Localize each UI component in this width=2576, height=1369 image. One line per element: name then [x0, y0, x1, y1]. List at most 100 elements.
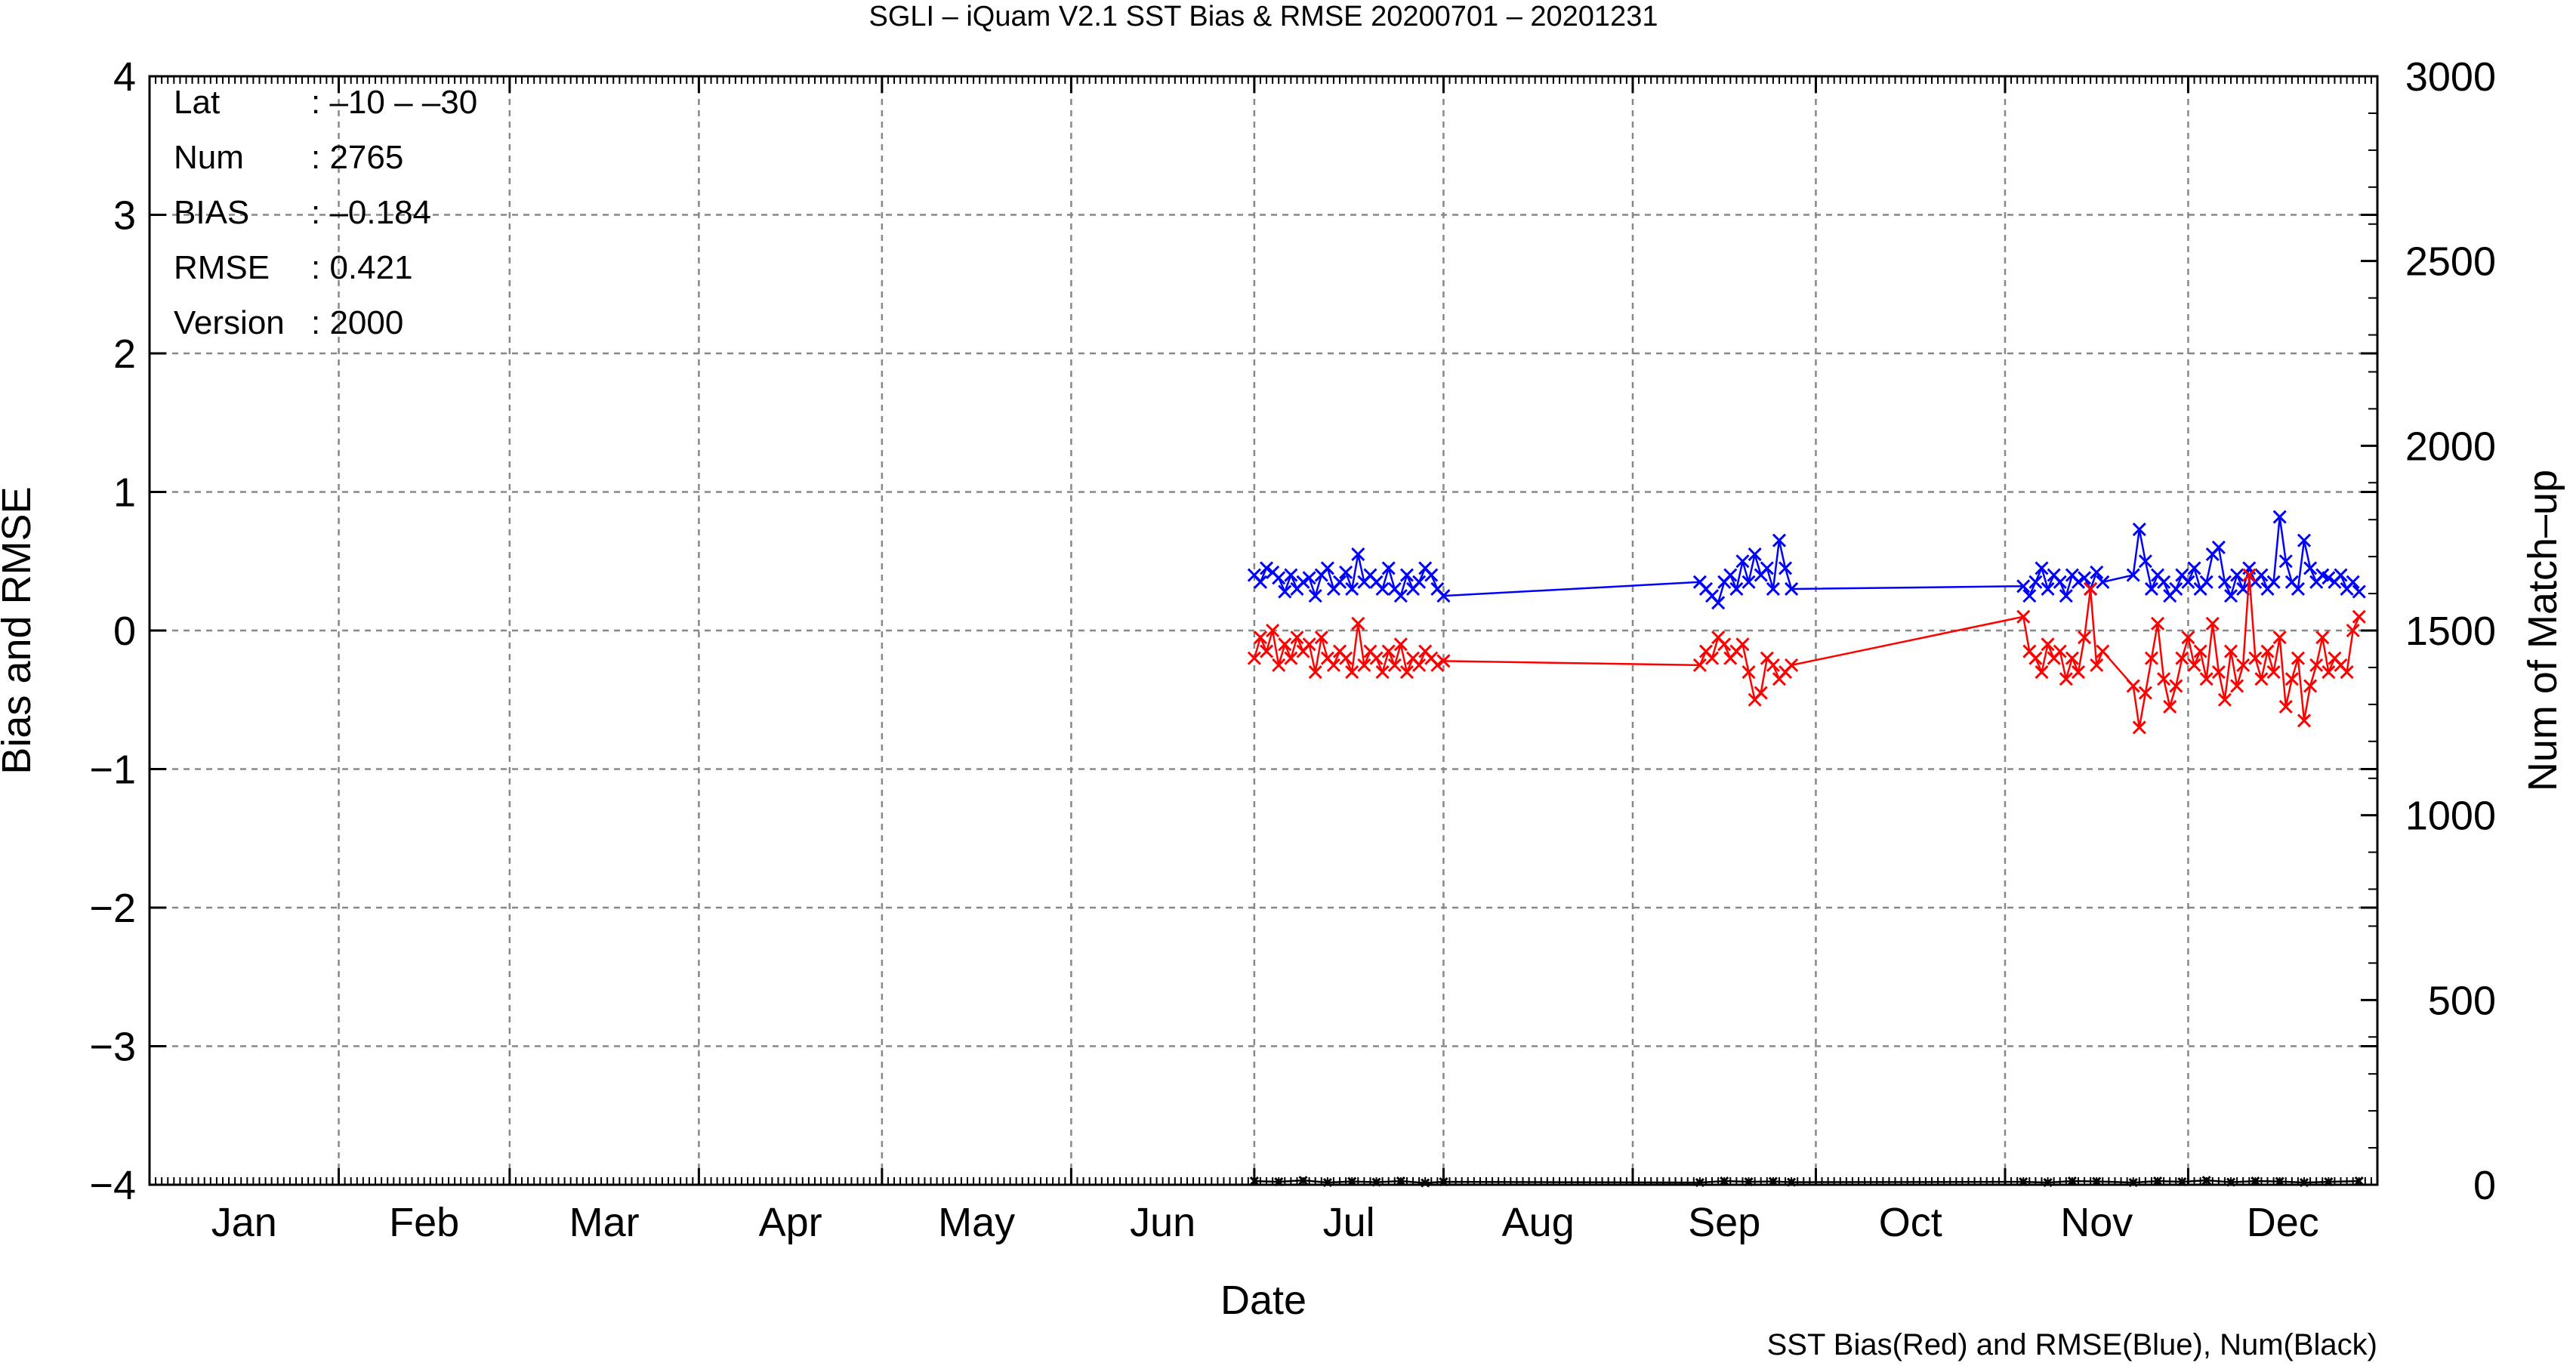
info-value: : 0.421 [311, 249, 413, 286]
data-point-num [2177, 1177, 2187, 1187]
data-point-bias [2041, 637, 2055, 652]
x-tick-label: Feb [389, 1200, 459, 1245]
data-point-bias [2053, 644, 2067, 658]
data-point-num [1371, 1177, 1381, 1187]
data-point-bias [1247, 651, 1261, 665]
y2-tick-label: 1000 [2405, 794, 2496, 839]
data-point-num [2128, 1178, 2138, 1188]
data-point-bias [2223, 644, 2238, 658]
data-point-bias [1272, 658, 1286, 672]
data-point-bias [1717, 637, 1732, 652]
data-point-bias [2340, 664, 2354, 680]
data-point-bias [1436, 654, 1451, 668]
y2-tick-label: 3000 [2405, 54, 2496, 100]
series-line-bias [1253, 575, 2360, 728]
data-point-rmse [2059, 589, 2073, 603]
data-point-num [1347, 1176, 1357, 1186]
x-tick-label: Oct [1879, 1200, 1942, 1245]
data-point-bias [1314, 631, 1328, 645]
data-point-bias [2309, 658, 2324, 672]
info-value: : 2765 [311, 139, 403, 176]
data-point-num [1249, 1176, 1259, 1186]
data-point-bias [2071, 664, 2086, 680]
data-point-num [2251, 1176, 2260, 1186]
data-point-rmse [2041, 581, 2055, 597]
data-point-bias [1259, 644, 1274, 658]
data-point-bias [1369, 651, 1384, 665]
data-point-bias [2169, 679, 2183, 693]
data-point-bias [2059, 672, 2073, 686]
x-tick-label: Jan [211, 1200, 277, 1245]
data-point-bias [2016, 609, 2031, 624]
data-point-bias [2266, 664, 2281, 680]
data-point-bias [1387, 658, 1402, 672]
data-point-bias [2199, 672, 2214, 686]
data-point-num [2275, 1176, 2284, 1186]
data-point-bias [1704, 651, 1720, 665]
series-line-num [1254, 1179, 2359, 1184]
data-point-rmse [1723, 568, 1738, 582]
x-tick-label: Jul [1323, 1200, 1375, 1245]
data-point-rmse [2132, 522, 2146, 537]
data-point-num [2043, 1178, 2053, 1188]
y-tick-label: 0 [113, 609, 136, 654]
x-axis: Jan Feb Mar Apr May Jun Jul Aug Sep Oct Nov Dec [148, 76, 2379, 1245]
data-point-bias [1351, 616, 1365, 631]
data-point-num [2067, 1176, 2077, 1186]
data-point-rmse [1351, 547, 1365, 562]
data-point-bias [1735, 637, 1750, 652]
x-tick-label: Jun [1130, 1200, 1195, 1245]
data-point-rmse [2035, 561, 2049, 575]
data-point-bias [1302, 637, 1316, 652]
data-point-bias [2144, 651, 2159, 665]
data-point-bias [2248, 651, 2263, 665]
data-point-bias [1393, 637, 1408, 652]
data-point-bias [2346, 623, 2360, 638]
data-point-bias [2163, 699, 2177, 714]
data-point-num [1274, 1177, 1284, 1187]
data-point-rmse [2169, 581, 2183, 597]
data-point-bias [1345, 664, 1359, 680]
data-point-rmse [2126, 568, 2140, 582]
data-point-rmse [2181, 575, 2195, 589]
data-point-rmse [1278, 584, 1292, 599]
data-point-bias [2084, 581, 2098, 597]
data-point-bias [2284, 672, 2299, 686]
data-point-rmse [1272, 571, 1286, 585]
data-point-rmse [1253, 575, 1268, 589]
data-point-bias [1692, 658, 1707, 672]
data-point-bias [2096, 644, 2110, 658]
series-layer [1247, 510, 2366, 1188]
data-point-rmse [1760, 561, 1774, 575]
data-point-bias [2193, 644, 2207, 658]
x-tick-label: Nov [2060, 1200, 2133, 1245]
data-point-bias [1284, 651, 1298, 665]
y2-tick-label: 2500 [2405, 239, 2496, 285]
data-point-bias [2211, 664, 2226, 680]
data-point-num [1744, 1177, 1754, 1187]
data-point-rmse [1375, 581, 1390, 597]
data-point-rmse [2187, 561, 2201, 575]
x-tick-label: Sep [1688, 1200, 1760, 1245]
y-tick-label: 3 [113, 193, 136, 239]
x-tick-label: Apr [759, 1200, 822, 1245]
data-point-rmse [1393, 589, 1408, 603]
data-point-bias [2150, 616, 2165, 631]
data-point-bias [1278, 637, 1292, 652]
data-point-bias [2175, 651, 2189, 665]
info-box: Lat: –10 – –30 Num: 2765 BIAS: –0.184 RMSE:… [174, 84, 477, 341]
data-point-rmse [1766, 581, 1780, 597]
data-point-bias [2132, 720, 2146, 735]
data-point-num [1298, 1176, 1308, 1186]
data-point-bias [2077, 631, 2092, 645]
data-point-num [1421, 1178, 1430, 1188]
data-point-num [2201, 1176, 2211, 1186]
data-point-rmse [2157, 575, 2171, 589]
data-point-bias [1430, 658, 1445, 672]
data-point-rmse [1772, 533, 1787, 547]
data-point-bias [2157, 672, 2171, 686]
data-point-rmse [2071, 575, 2086, 589]
data-point-rmse [2352, 584, 2366, 599]
y-axis-label-right: Num of Match–up [2520, 470, 2565, 791]
data-point-rmse [2053, 575, 2067, 589]
